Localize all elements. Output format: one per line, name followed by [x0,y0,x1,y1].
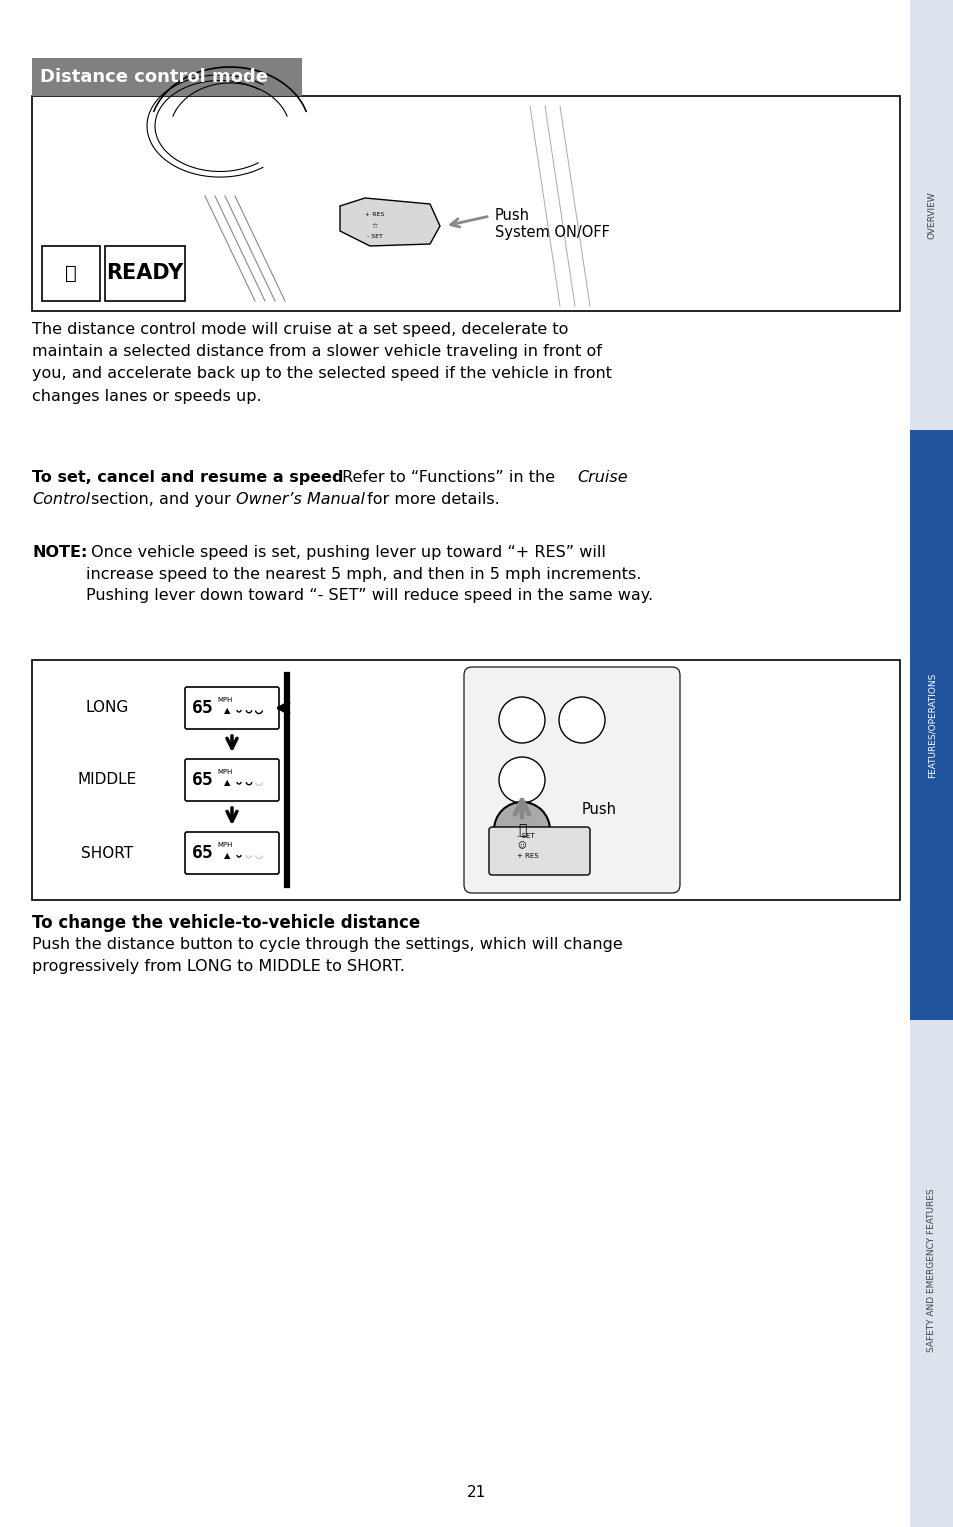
FancyBboxPatch shape [463,667,679,893]
Text: READY: READY [107,263,183,282]
Bar [909,431,953,1020]
FancyBboxPatch shape [185,759,278,802]
Text: Control: Control [32,492,90,507]
Text: 65: 65 [192,844,213,863]
Text: 🚗: 🚗 [65,264,77,282]
Text: SHORT: SHORT [81,846,132,861]
Text: To change the vehicle-to-vehicle distance: To change the vehicle-to-vehicle distanc… [32,915,420,931]
Text: ▲: ▲ [224,852,230,861]
Text: Owner’s Manual: Owner’s Manual [235,492,365,507]
Text: Push the distance button to cycle through the settings, which will change
progre: Push the distance button to cycle throug… [32,938,622,974]
Text: ☆: ☆ [372,223,377,229]
Circle shape [558,696,604,744]
Text: - SET: - SET [367,234,382,240]
Circle shape [498,757,544,803]
Text: Cruise: Cruise [577,470,627,486]
Text: MIDDLE: MIDDLE [77,773,136,788]
Bar [32,96,899,312]
Text: To set, cancel and resume a speed: To set, cancel and resume a speed [32,470,343,486]
Circle shape [494,802,550,858]
Text: LONG: LONG [85,701,129,716]
Bar [909,0,953,1527]
Bar [105,246,185,301]
Text: for more details.: for more details. [361,492,499,507]
Text: OVERVIEW: OVERVIEW [926,191,936,238]
Text: ☺: ☺ [517,841,525,851]
FancyBboxPatch shape [185,832,278,873]
Text: Push: Push [581,803,617,817]
Bar [32,660,899,899]
Text: MPH: MPH [216,770,233,776]
Bar [909,1020,953,1527]
FancyBboxPatch shape [185,687,278,728]
Text: 65: 65 [192,699,213,718]
Text: 21: 21 [467,1484,486,1500]
Text: Refer to “Functions” in the: Refer to “Functions” in the [336,470,559,486]
Text: 🚗: 🚗 [517,823,526,837]
FancyBboxPatch shape [489,828,589,875]
Text: FEATURES/OPERATIONS: FEATURES/OPERATIONS [926,672,936,777]
Text: ▲: ▲ [224,707,230,716]
Text: Once vehicle speed is set, pushing lever up toward “+ RES” will
increase speed t: Once vehicle speed is set, pushing lever… [86,545,653,603]
Polygon shape [339,199,439,246]
Text: MPH: MPH [216,841,233,847]
Bar [909,0,953,431]
Text: SAFETY AND EMERGENCY FEATURES: SAFETY AND EMERGENCY FEATURES [926,1188,936,1351]
Text: Push
System ON/OFF: Push System ON/OFF [495,208,609,240]
Circle shape [498,696,544,744]
Text: section, and your: section, and your [86,492,235,507]
Text: The distance control mode will cruise at a set speed, decelerate to
maintain a s: The distance control mode will cruise at… [32,322,612,403]
Text: ▲: ▲ [224,779,230,788]
Text: + RES: + RES [517,854,538,860]
Text: - SET: - SET [517,834,535,838]
Text: Distance control mode: Distance control mode [40,69,268,86]
Bar [42,246,100,301]
Bar [32,58,302,96]
Text: NOTE:: NOTE: [32,545,88,560]
Text: 65: 65 [192,771,213,789]
Text: MPH: MPH [216,696,233,702]
Text: + RES: + RES [365,212,384,217]
